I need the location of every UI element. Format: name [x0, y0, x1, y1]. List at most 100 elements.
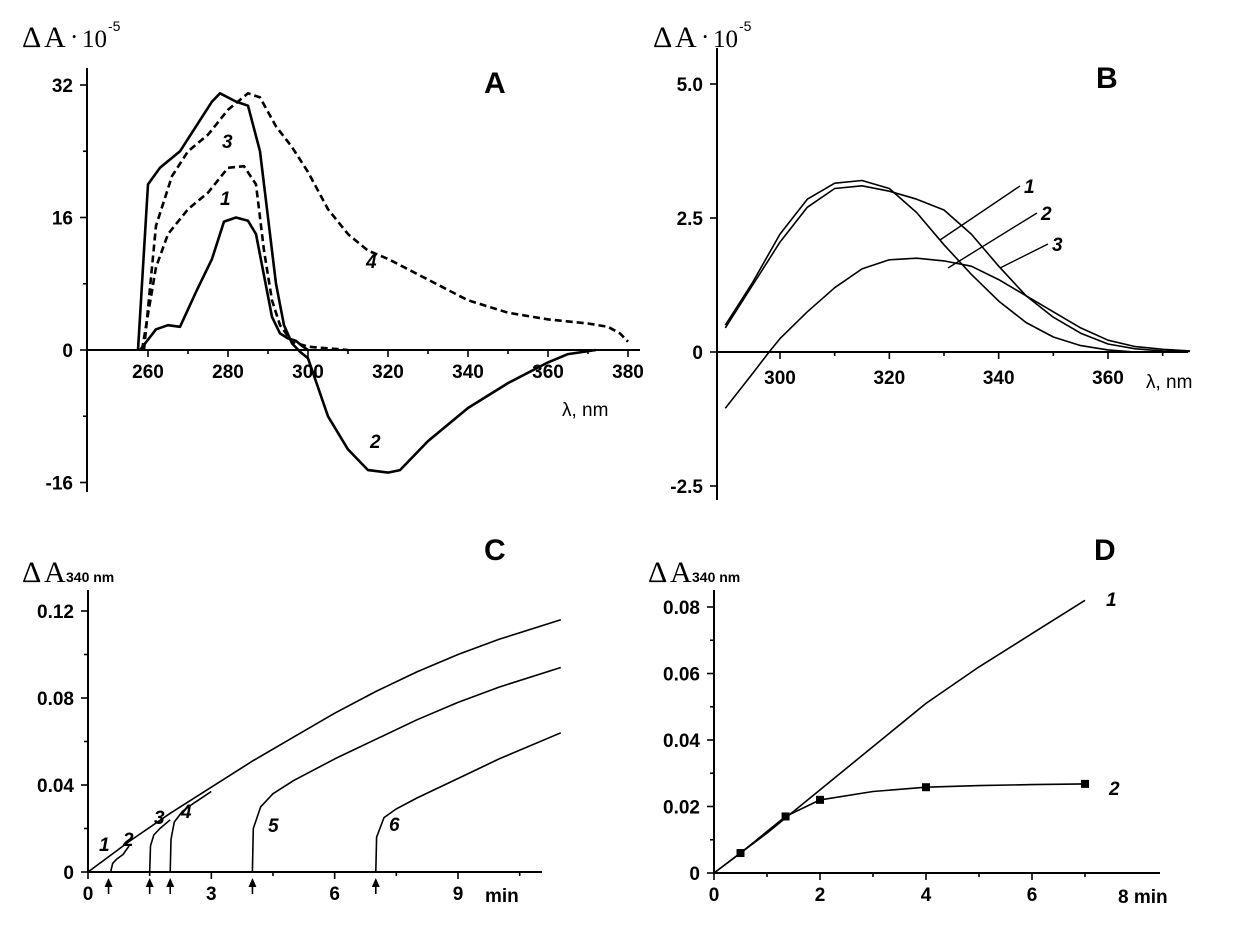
- arrow-head: [145, 878, 154, 887]
- x-tick-label: 6: [329, 884, 340, 905]
- y-tick-label: 0: [692, 343, 703, 364]
- series-line-1: [724, 179, 1136, 353]
- y-tick-label: 0.08: [37, 689, 74, 710]
- panel-a: -16 0 16 32 260 280 300 320 340 360 380 1 2 3 4 Aλ, nm Δ…: [22, 18, 644, 495]
- y-label-exp: -5: [108, 18, 121, 34]
- y-tick-label: 2.5: [677, 209, 704, 230]
- y-axis-label: Δ A · 10 -5: [653, 18, 752, 54]
- y-label-sub: 340 nm: [692, 569, 740, 585]
- data-marker: [1081, 779, 1089, 788]
- panel-title: C: [484, 534, 506, 567]
- x-tick-label: 320: [873, 368, 905, 389]
- series-line-2: [724, 185, 1191, 353]
- series-line-2: [109, 845, 130, 873]
- x-tick-label: 260: [132, 362, 164, 383]
- curve-label: 6: [389, 815, 400, 836]
- series-line-6: [375, 732, 562, 873]
- y-tick-label: 16: [52, 209, 73, 230]
- curve-label: 2: [369, 432, 381, 453]
- y-tick-label: 0.04: [663, 731, 700, 752]
- curve-label: 2: [1108, 779, 1120, 800]
- x-tick-label: 4: [921, 885, 932, 906]
- y-tick-label: 0.08: [663, 598, 700, 619]
- x-axis-label: min: [485, 886, 519, 907]
- panel-b: -2.5 0 2.5 5.0 300 320 340 360 123 Bλ, nm Δ A · 10 -5: [653, 18, 1192, 500]
- arrow-head: [248, 878, 257, 887]
- x-tick-label: 6: [1027, 885, 1038, 906]
- data-marker: [736, 849, 745, 858]
- y-axis-label: Δ A 340 nm: [648, 556, 740, 589]
- curve-label: 2: [1040, 204, 1052, 225]
- leader-line: [999, 243, 1049, 269]
- y-label-delta: Δ: [22, 556, 41, 589]
- series-line-2: [136, 92, 597, 474]
- panel-title: B: [1096, 62, 1118, 95]
- y-label-dot: ·: [701, 24, 709, 51]
- x-axis-label: λ, nm: [562, 400, 608, 421]
- x-tick-label: 2: [815, 885, 826, 906]
- y-label-sub: 340 nm: [66, 569, 114, 585]
- x-axis-label: 8 min: [1118, 887, 1168, 908]
- y-tick-label: -2.5: [670, 477, 703, 498]
- y-tick-label: 5.0: [677, 75, 703, 96]
- y-tick-label: 0.02: [663, 798, 700, 819]
- panel-title: D: [1094, 534, 1116, 567]
- series-line-4: [142, 92, 629, 351]
- panel-d: 0 0.02 0.04 0.06 0.08 0 2 4 6 1 2 D 8 min Δ A 340 nm: [648, 534, 1168, 908]
- y-tick-label: 0: [63, 863, 74, 884]
- y-label-delta: Δ: [648, 556, 667, 589]
- series-line-3: [140, 164, 349, 352]
- panel-title: A: [484, 67, 506, 100]
- y-tick-label: 0: [689, 864, 700, 885]
- leader-line: [939, 185, 1021, 241]
- curve-label: 1: [99, 835, 110, 856]
- y-label-a: A: [675, 21, 697, 54]
- x-tick-label: 340: [983, 368, 1015, 389]
- x-tick-label: 0: [709, 885, 720, 906]
- curve-label: 2: [122, 830, 134, 851]
- x-tick-label: 300: [292, 362, 324, 383]
- arrow-head: [371, 878, 380, 887]
- y-axis-label: Δ A 340 nm: [22, 556, 114, 589]
- y-tick-label: -16: [46, 474, 73, 495]
- curve-label: 1: [1106, 590, 1117, 611]
- series-line-3: [148, 819, 171, 873]
- y-label-dot: ·: [70, 24, 78, 51]
- y-tick-label: 0.06: [663, 665, 700, 686]
- series-line-3: [724, 257, 1191, 409]
- y-label-a: A: [44, 556, 66, 589]
- x-tick-label: 3: [206, 884, 217, 905]
- curve-label: 3: [154, 808, 165, 829]
- curve-label: 3: [1052, 235, 1063, 256]
- curve-label: 3: [222, 132, 233, 153]
- y-label-a: A: [44, 21, 66, 54]
- x-tick-label: 320: [372, 362, 404, 383]
- y-label-mult: 10: [713, 26, 738, 53]
- series-line-5: [251, 666, 562, 873]
- y-tick-label: 0.04: [37, 776, 74, 797]
- y-tick-label: 0: [62, 341, 73, 362]
- y-label-exp: -5: [739, 18, 752, 34]
- y-label-delta: Δ: [653, 21, 672, 54]
- curve-label: 4: [180, 802, 192, 823]
- data-marker: [922, 783, 930, 792]
- y-label-mult: 10: [82, 26, 107, 53]
- data-marker: [816, 795, 824, 804]
- curve-label: 5: [268, 816, 279, 837]
- x-tick-label: 340: [452, 362, 484, 383]
- x-tick-label: 280: [212, 362, 244, 383]
- series-line-2: [713, 783, 1086, 874]
- y-tick-label: 32: [52, 76, 73, 97]
- y-label-a: A: [670, 556, 692, 589]
- data-marker: [781, 812, 790, 821]
- curve-label: 4: [365, 252, 377, 273]
- x-tick-label: 360: [532, 362, 564, 383]
- arrow-head: [166, 878, 175, 887]
- series-line-4: [169, 790, 212, 873]
- leader-line: [947, 212, 1038, 269]
- y-tick-label: 0.12: [37, 602, 74, 623]
- y-label-delta: Δ: [22, 21, 41, 54]
- x-tick-label: 0: [83, 884, 94, 905]
- curve-label: 1: [1024, 177, 1035, 198]
